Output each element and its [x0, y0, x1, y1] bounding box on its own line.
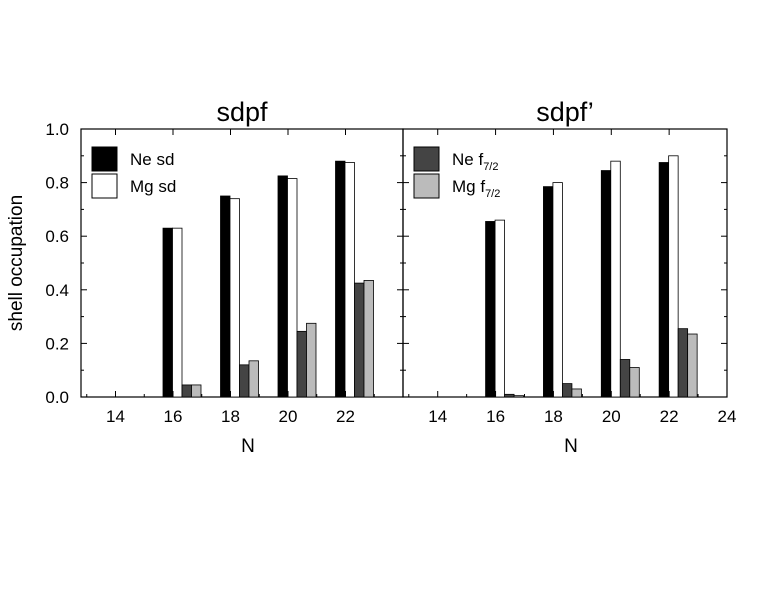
panel-title: sdpf	[216, 97, 268, 127]
x-axis-title: N	[564, 436, 578, 457]
legend-label: Mg f7/2	[452, 177, 500, 200]
bar-mg-f7-2-n16	[191, 384, 202, 398]
bar-ne-f7-2-n18	[239, 364, 250, 398]
x-tick-label: 20	[602, 407, 621, 426]
bar-ne-sd-n18	[543, 186, 554, 398]
y-tick-label: 0.4	[45, 281, 69, 300]
legend-label: Ne sd	[130, 150, 174, 169]
legend-label: Mg sd	[130, 177, 176, 196]
bar-ne-f7-2-n16	[181, 384, 192, 398]
bar-mg-f7-2-n18	[571, 388, 582, 398]
bar-ne-f7-2-n22	[354, 282, 365, 398]
bar-mg-f7-2-n16	[513, 395, 524, 398]
bar-ne-f7-2-n18	[562, 383, 573, 398]
bar-mg-sd-n16	[172, 227, 183, 398]
x-tick-label: 18	[221, 407, 240, 426]
x-tick-label: 16	[164, 407, 183, 426]
x-tick-label: 16	[486, 407, 505, 426]
bar-ne-sd-n16	[162, 227, 173, 398]
legend-swatch	[413, 146, 440, 172]
x-tick-label: 24	[718, 407, 737, 426]
x-tick-label: 14	[106, 407, 125, 426]
bar-mg-f7-2-n22	[687, 333, 698, 398]
bar-ne-sd-n18	[220, 195, 231, 398]
bar-ne-f7-2-n20	[619, 359, 631, 398]
bar-mg-sd-n18	[229, 198, 240, 398]
x-tick-label: 22	[660, 407, 679, 426]
legend-swatch	[91, 173, 118, 199]
y-tick-label: 0.8	[45, 174, 69, 193]
bar-ne-sd-n16	[485, 221, 496, 398]
bar-ne-f7-2-n20	[296, 330, 307, 398]
bar-ne-sd-n22	[658, 162, 670, 398]
y-tick-label: 1.0	[45, 120, 69, 139]
panel-title: sdpf’	[536, 97, 594, 127]
bar-mg-sd-n20	[287, 178, 298, 398]
y-tick-label: 0.0	[45, 388, 69, 407]
bar-mg-sd-n18	[552, 182, 563, 398]
panel-2: sdpf’ 14 16 18 20 22 24 N Ne f7/2 Mg f7/2	[402, 97, 737, 457]
bar-mg-sd-n22	[344, 162, 355, 398]
bar-ne-f7-2-n22	[677, 328, 689, 398]
bar-ne-f7-2-n16	[504, 393, 515, 398]
x-tick-label: 20	[279, 407, 298, 426]
bar-mg-f7-2-n18	[248, 360, 259, 398]
bar-mg-f7-2-n22	[363, 280, 374, 398]
bar-mg-sd-n20	[610, 160, 621, 398]
legend-swatch	[413, 173, 440, 199]
bar-mg-f7-2-n20	[629, 367, 640, 398]
y-tick-label: 0.2	[45, 334, 69, 353]
bar-ne-sd-n22	[335, 160, 346, 398]
y-axis-title: shell occupation	[6, 195, 27, 331]
legend-swatch	[91, 146, 118, 172]
y-tick-label: 0.6	[45, 227, 69, 246]
x-tick-label: 14	[428, 407, 447, 426]
x-axis-title: N	[241, 436, 255, 457]
bar-mg-sd-n16	[494, 219, 505, 398]
bar-ne-sd-n20	[600, 170, 612, 398]
x-tick-label: 18	[544, 407, 563, 426]
bar-ne-sd-n20	[277, 175, 288, 398]
bar-mg-sd-n22	[668, 155, 679, 398]
bar-mg-f7-2-n20	[306, 322, 317, 398]
x-tick-label: 22	[336, 407, 355, 426]
legend-label: Ne f7/2	[452, 150, 498, 173]
